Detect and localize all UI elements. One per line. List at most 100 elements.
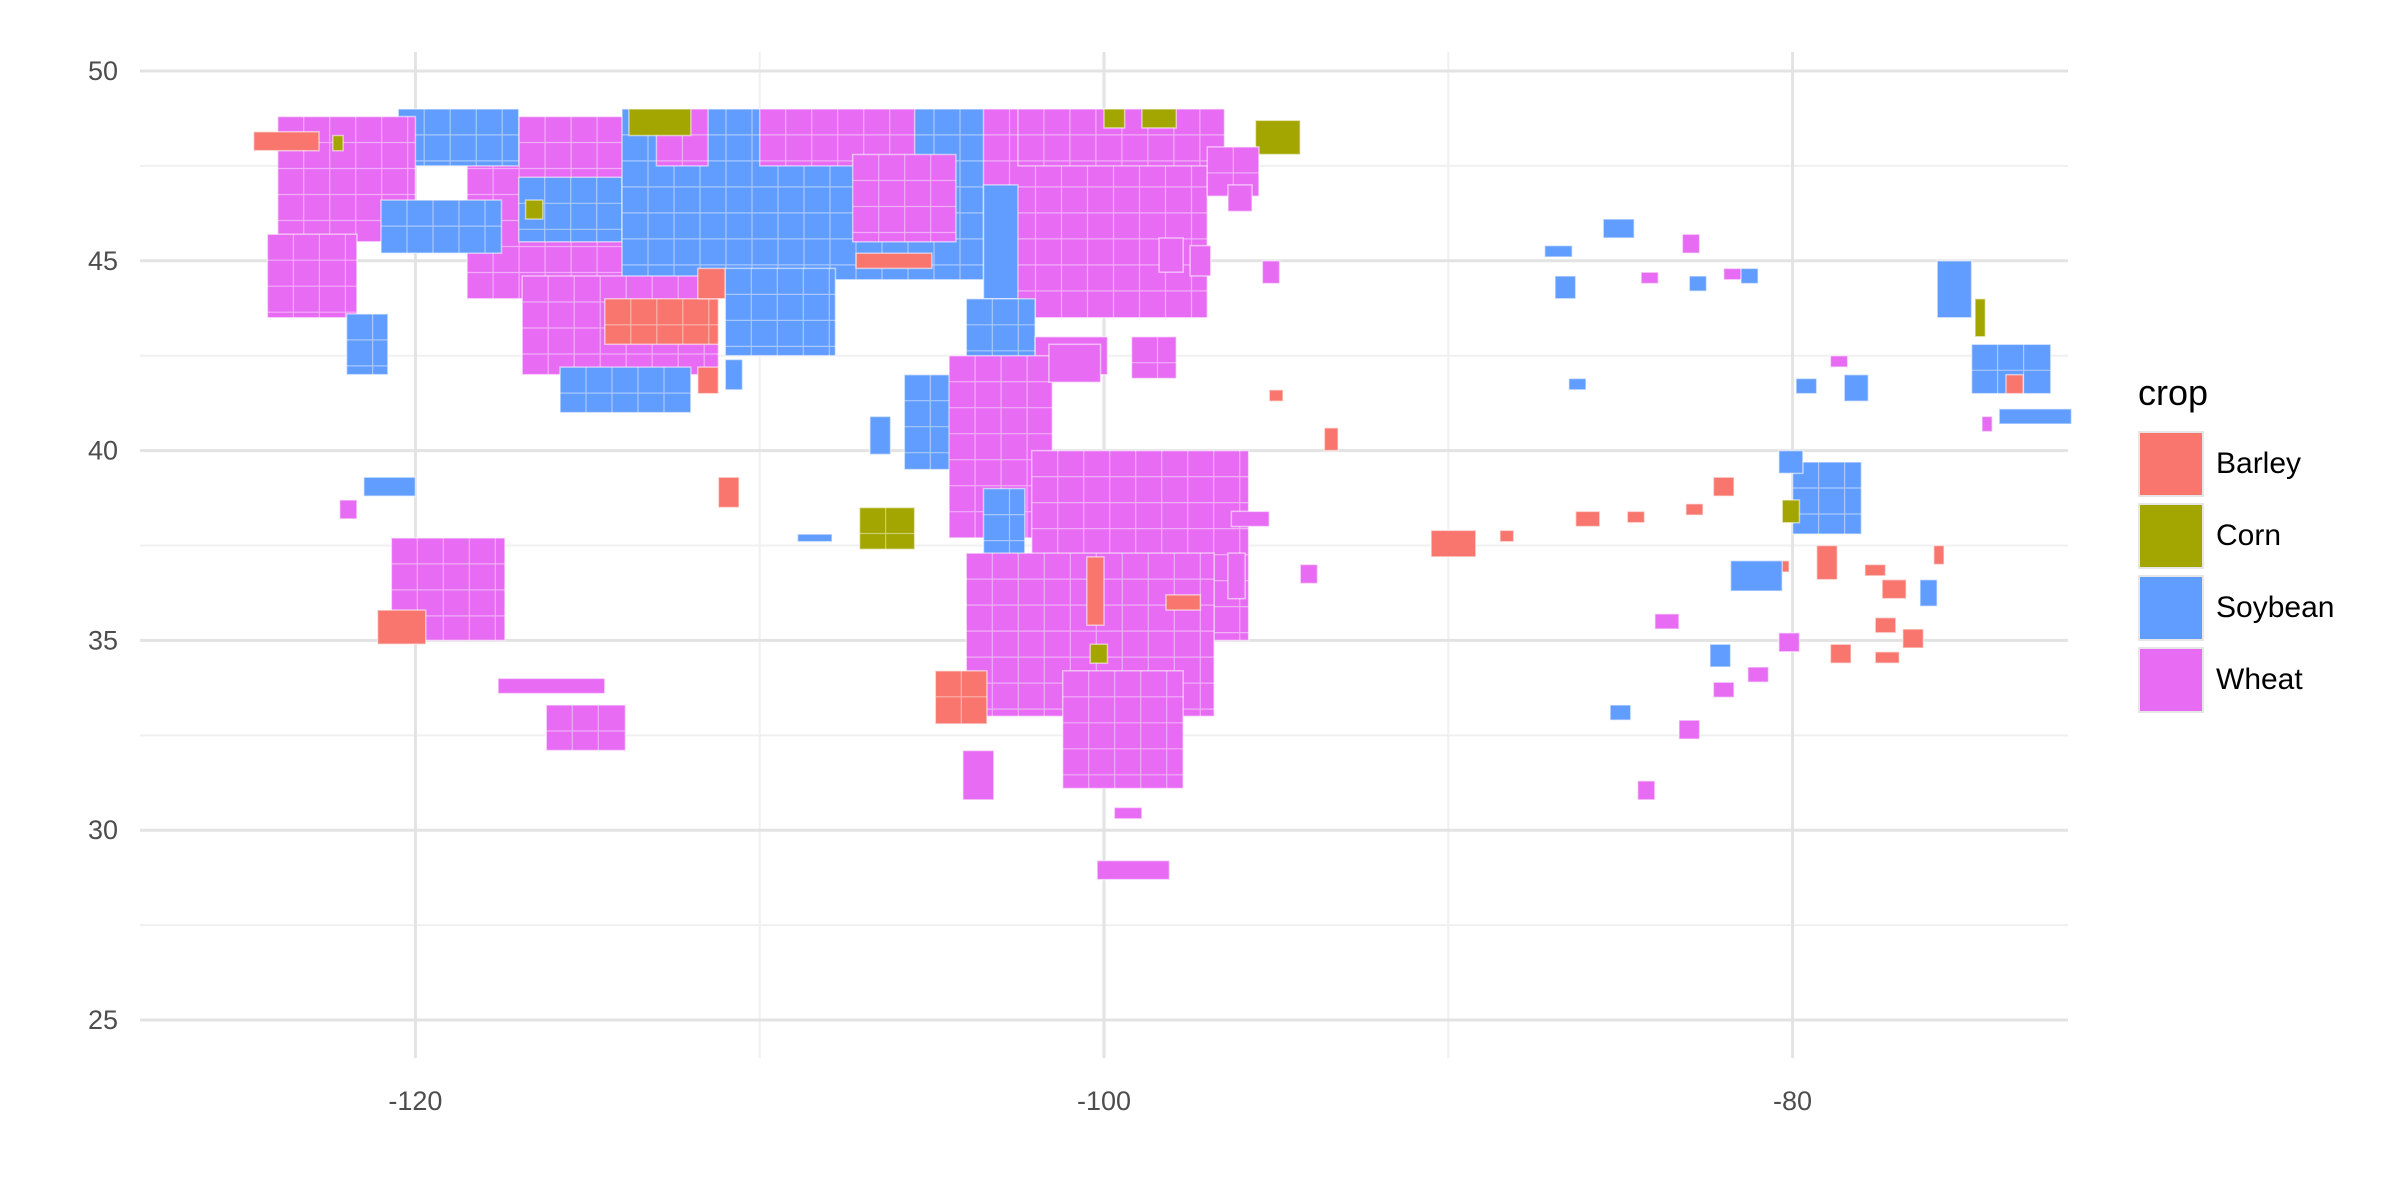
county-block [1261, 260, 1281, 285]
county-block [1864, 563, 1887, 577]
county-borders [398, 108, 519, 166]
region-wheat [1048, 343, 1102, 384]
region-soybean [559, 366, 692, 414]
region-wheat [1113, 806, 1143, 820]
county-block [1268, 389, 1284, 403]
county-block [1998, 408, 2073, 425]
region-wheat [266, 233, 358, 319]
region-wheat [1640, 271, 1660, 285]
region-wheat [1230, 510, 1271, 528]
county-block [1709, 643, 1732, 668]
region-barley [2005, 373, 2024, 395]
region-soybean [1843, 373, 1870, 403]
county-block [1712, 476, 1735, 497]
region-barley [1499, 529, 1515, 543]
county-block [1299, 563, 1319, 585]
county-regions [252, 108, 2073, 881]
county-block [1609, 704, 1632, 721]
county-block [934, 670, 988, 725]
region-wheat [1829, 354, 1849, 368]
county-block [1189, 244, 1212, 277]
region-soybean [1554, 275, 1577, 300]
county-block [1061, 670, 1184, 790]
region-barley [1430, 529, 1477, 558]
county-borders [346, 313, 388, 375]
region-barley [855, 252, 933, 270]
county-block [1688, 275, 1708, 292]
county-borders [1017, 108, 1225, 166]
county-block [1626, 510, 1646, 524]
region-barley [717, 476, 740, 509]
legend-label-barley: Barley [2216, 447, 2302, 480]
region-wheat [1778, 632, 1801, 653]
region-corn [332, 134, 344, 152]
legend-item-soybean: Soybean [2138, 572, 2388, 644]
region-wheat [1681, 233, 1701, 254]
region-corn [1141, 108, 1178, 129]
region-soybean [363, 476, 417, 497]
county-block [1227, 552, 1246, 600]
legend-item-barley: Barley [2138, 428, 2388, 500]
region-soybean [982, 184, 1019, 300]
region-barley [1901, 628, 1925, 649]
y-tick-label: 45 [88, 246, 118, 276]
region-corn [524, 199, 544, 220]
legend-key-wheat [2138, 647, 2204, 713]
county-block [1602, 218, 1635, 239]
region-soybean [796, 533, 833, 543]
county-block [524, 199, 544, 220]
region-wheat [545, 704, 627, 752]
county-borders [859, 507, 915, 550]
region-barley [1881, 578, 1907, 600]
region-wheat [851, 153, 957, 243]
region-barley [1815, 544, 1839, 581]
region-wheat [1227, 552, 1246, 600]
region-wheat [1299, 563, 1319, 585]
county-borders [518, 177, 622, 242]
county-block [1568, 377, 1587, 391]
region-soybean [1936, 260, 1973, 319]
county-block [724, 267, 837, 357]
region-wheat [1261, 260, 1281, 285]
county-block [1712, 681, 1735, 699]
y-tick-label: 40 [88, 436, 118, 466]
region-soybean [1740, 267, 1759, 285]
county-block [1919, 578, 1938, 607]
legend-label-corn: Corn [2216, 519, 2282, 552]
legend-label-soybean: Soybean [2216, 591, 2335, 624]
county-block [252, 130, 320, 152]
region-barley [1874, 651, 1901, 664]
county-block [1685, 503, 1704, 516]
region-wheat [1189, 244, 1212, 277]
region-wheat [338, 499, 358, 520]
county-block [1881, 578, 1907, 600]
region-barley [1086, 556, 1105, 626]
region-wheat [1747, 666, 1770, 683]
region-soybean [1709, 643, 1732, 668]
region-barley [1864, 563, 1887, 577]
county-borders [966, 298, 1036, 371]
region-wheat [1712, 681, 1735, 699]
region-wheat [1061, 670, 1184, 790]
county-block [1874, 616, 1897, 634]
region-barley [1685, 503, 1704, 516]
region-barley [696, 366, 720, 395]
county-block [1747, 666, 1770, 683]
region-barley [1874, 616, 1897, 634]
region-barley [1712, 476, 1735, 497]
county-borders [1792, 462, 1862, 535]
region-soybean [345, 313, 389, 376]
county-block [345, 313, 389, 376]
county-block [1158, 237, 1184, 273]
county-block [1678, 719, 1701, 740]
y-tick-label: 50 [88, 56, 118, 86]
county-block [1681, 233, 1701, 254]
legend-key-barley [2138, 431, 2204, 497]
county-borders [759, 108, 915, 166]
county-block [851, 153, 957, 243]
region-wheat [1096, 859, 1171, 881]
county-block [1048, 343, 1102, 384]
county-block [1165, 594, 1202, 611]
y-tick-label: 35 [88, 625, 118, 655]
